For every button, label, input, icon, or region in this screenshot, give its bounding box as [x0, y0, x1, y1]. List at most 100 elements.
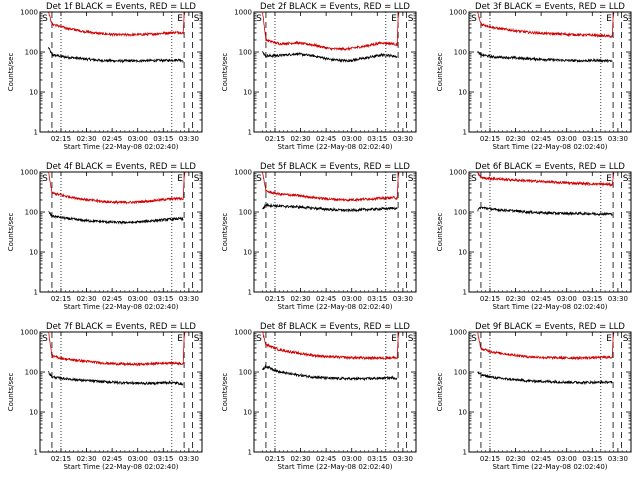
events-series-line	[477, 206, 613, 217]
marker-E-label: E	[177, 14, 183, 24]
x-tick-label: 02:15	[480, 295, 500, 303]
x-axis-label: Start Time (22-May-08 02:02:40)	[63, 303, 178, 311]
marker-E-label: E	[391, 14, 397, 24]
marker-E-label: E	[177, 334, 183, 344]
y-tick-label: 100	[454, 209, 467, 217]
plot-frame	[253, 11, 417, 133]
plot-frame	[39, 11, 203, 133]
x-tick-label: 02:45	[102, 135, 122, 143]
x-tick-label: 03:15	[153, 295, 173, 303]
events-series-line	[262, 202, 398, 213]
x-tick-label: 02:45	[531, 455, 551, 463]
y-axis-label: Counts/sec	[436, 53, 444, 92]
x-tick-label: 02:15	[51, 135, 71, 143]
plot-frame	[468, 331, 632, 453]
marker-S-label: S	[256, 14, 262, 24]
x-tick-label: 02:15	[480, 135, 500, 143]
x-tick-label: 03:15	[582, 135, 602, 143]
x-tick-label: 03:15	[582, 295, 602, 303]
marker-S-label: S	[471, 174, 477, 184]
x-tick-label: 02:30	[505, 455, 525, 463]
y-axis-label: Counts/sec	[221, 213, 229, 252]
panel-title: Det 8f BLACK = Events, RED = LLD	[260, 322, 410, 332]
x-tick-label: 03:00	[128, 295, 148, 303]
y-tick-label: 1000	[449, 169, 467, 177]
y-axis-label: Counts/sec	[7, 53, 15, 92]
panel-title: Det 2f BLACK = Events, RED = LLD	[260, 2, 410, 12]
events-series-line	[477, 50, 613, 63]
x-tick-label: 03:00	[557, 295, 577, 303]
x-tick-label: 02:45	[531, 295, 551, 303]
lld-series-line	[48, 331, 186, 367]
y-tick-label: 1000	[20, 329, 38, 337]
marker-S-label: S	[471, 334, 477, 344]
panel-title: Det 5f BLACK = Events, RED = LLD	[260, 162, 410, 172]
y-tick-label: 1	[248, 129, 252, 137]
lld-series-line	[262, 171, 400, 203]
marker-S-label: S	[194, 334, 200, 344]
events-series-line	[262, 51, 398, 63]
panel-title: Det 7f BLACK = Events, RED = LLD	[46, 322, 196, 332]
x-axis-label: Start Time (22-May-08 02:02:40)	[492, 463, 607, 471]
y-axis-label: Counts/sec	[436, 373, 444, 412]
marker-S-label: S	[408, 174, 414, 184]
y-tick-label: 10	[29, 249, 38, 257]
y-tick-label: 10	[243, 249, 252, 257]
x-tick-label: 02:30	[76, 295, 96, 303]
y-axis-label: Counts/sec	[7, 373, 15, 412]
x-tick-label: 03:00	[342, 455, 362, 463]
events-series-line	[48, 370, 184, 387]
x-tick-label: 03:30	[393, 295, 413, 303]
x-tick-label: 02:30	[505, 295, 525, 303]
x-tick-label: 02:30	[290, 295, 310, 303]
marker-S-label: S	[42, 334, 48, 344]
x-axis-label: Start Time (22-May-08 02:02:40)	[63, 463, 178, 471]
y-axis-label: Counts/sec	[436, 213, 444, 252]
lld-series-line	[477, 331, 615, 361]
y-tick-label: 1000	[234, 9, 252, 17]
marker-E-label: E	[606, 14, 612, 24]
x-tick-label: 03:30	[608, 455, 628, 463]
y-axis-label: Counts/sec	[221, 373, 229, 412]
lld-series-line	[262, 331, 400, 361]
y-tick-label: 100	[25, 369, 38, 377]
y-tick-label: 1	[463, 289, 467, 297]
x-tick-label: 03:15	[367, 295, 387, 303]
marker-E-label: E	[606, 174, 612, 184]
x-tick-label: 02:15	[51, 295, 71, 303]
panel-title: Det 4f BLACK = Events, RED = LLD	[46, 162, 196, 172]
detector-panel-4: Det 4f BLACK = Events, RED = LLD 1 10 100 10…	[7, 162, 203, 311]
x-tick-label: 03:15	[582, 455, 602, 463]
x-tick-label: 03:30	[179, 135, 199, 143]
x-tick-label: 02:30	[76, 455, 96, 463]
x-tick-label: 02:30	[76, 135, 96, 143]
x-tick-label: 03:00	[557, 455, 577, 463]
x-tick-label: 02:45	[102, 295, 122, 303]
x-tick-label: 02:45	[531, 135, 551, 143]
detector-panel-9: Det 9f BLACK = Events, RED = LLD 1 10 100 10…	[436, 322, 632, 471]
y-tick-label: 1000	[234, 329, 252, 337]
x-tick-label: 02:15	[480, 455, 500, 463]
marker-S-label: S	[623, 334, 629, 344]
x-tick-label: 02:15	[51, 455, 71, 463]
y-tick-label: 10	[458, 89, 467, 97]
x-tick-label: 03:30	[608, 135, 628, 143]
marker-S-label: S	[194, 174, 200, 184]
detector-panel-1: Det 1f BLACK = Events, RED = LLD 1 10 100 10…	[7, 2, 203, 151]
y-tick-label: 1000	[20, 9, 38, 17]
x-tick-label: 02:15	[265, 135, 285, 143]
x-tick-label: 02:45	[102, 455, 122, 463]
marker-S-label: S	[623, 14, 629, 24]
marker-S-label: S	[256, 174, 262, 184]
lld-series-line	[477, 171, 615, 188]
y-tick-label: 1	[248, 289, 252, 297]
x-axis-label: Start Time (22-May-08 02:02:40)	[277, 303, 392, 311]
events-series-line	[48, 47, 184, 64]
plot-frame	[39, 171, 203, 293]
x-tick-label: 03:15	[153, 455, 173, 463]
y-axis-label: Counts/sec	[7, 213, 15, 252]
y-tick-label: 100	[239, 49, 252, 57]
x-axis-label: Start Time (22-May-08 02:02:40)	[277, 463, 392, 471]
x-tick-label: 03:00	[557, 135, 577, 143]
